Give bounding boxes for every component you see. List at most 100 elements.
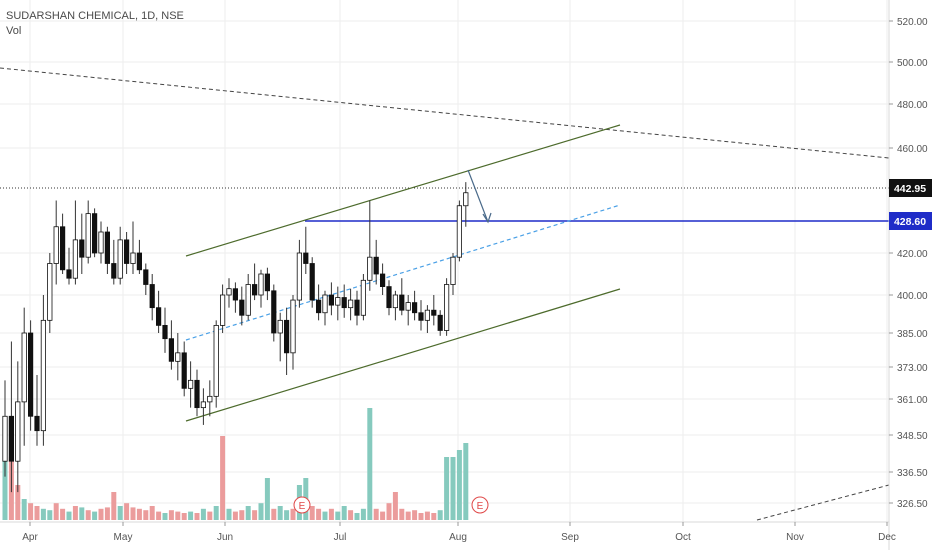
trend-drawings[interactable] [0, 67, 890, 521]
volume-bar [252, 510, 258, 520]
candle-body [79, 239, 85, 258]
candle-body [443, 284, 450, 331]
channel-lower-line [185, 288, 621, 422]
volume-bar [200, 508, 206, 520]
volume-indicator-label: Vol [6, 25, 22, 37]
y-tick-label: 361.00 [897, 395, 928, 406]
volume-bar [245, 506, 251, 520]
volume-bar [226, 508, 232, 520]
y-tick-label: 420.00 [897, 249, 928, 260]
volume-bar [450, 457, 456, 520]
volume-bar [354, 513, 360, 520]
volume-bar [2, 457, 8, 520]
candle-body [322, 294, 328, 314]
volume-bar [373, 508, 379, 520]
candle-body [149, 284, 155, 309]
candle-body [175, 352, 181, 362]
candle-body [232, 288, 238, 301]
volume-bar [431, 513, 437, 520]
candle-body [40, 319, 47, 432]
candle-body [2, 415, 8, 462]
volume-bar [335, 511, 341, 520]
candle-body [411, 302, 418, 314]
candle-body [424, 309, 431, 321]
y-tick-label: 500.00 [897, 58, 928, 69]
candle-body [450, 256, 456, 285]
candlesticks [2, 182, 469, 493]
volume-bar [143, 510, 149, 520]
volume-bar [264, 478, 270, 520]
candle-body [341, 297, 347, 309]
candle-body [168, 338, 174, 362]
x-tick-label: May [114, 532, 133, 543]
volume-bar [136, 508, 142, 520]
x-tick-label: Oct [675, 532, 691, 543]
volume-bar [405, 511, 411, 520]
candle-body [271, 290, 277, 334]
volume-bar [162, 513, 168, 520]
volume-bar [386, 503, 392, 520]
candle-body [367, 256, 373, 281]
volume-bar [213, 506, 219, 520]
candle-body [27, 332, 34, 417]
volume-bar [40, 508, 46, 520]
y-tick-label: 460.00 [897, 144, 928, 155]
candle-body [34, 415, 40, 432]
y-tick-label: 520.00 [897, 17, 928, 28]
volume-bar [85, 510, 91, 520]
dashed-support-trendline [756, 484, 890, 521]
candle-body [379, 273, 386, 288]
volume-bar [92, 511, 98, 520]
volume-bar [258, 503, 264, 520]
x-tick-label: Dec [878, 532, 896, 543]
volume-bar [290, 508, 296, 520]
candle-body [277, 319, 283, 334]
volume-bar [66, 511, 72, 520]
candle-body [347, 299, 354, 309]
volume-bar [284, 510, 290, 520]
volume-bar [399, 508, 405, 520]
candle-body [194, 379, 200, 409]
volume-bar [277, 506, 283, 520]
volume-bar [28, 503, 34, 520]
candle-body [290, 299, 296, 354]
volume-bar [380, 511, 386, 520]
volume-bar [328, 508, 334, 520]
candle-body [155, 307, 162, 326]
y-tick-label: 336.50 [897, 468, 928, 479]
volume-bar [15, 485, 21, 520]
candle-body [386, 286, 392, 309]
volume-bar [220, 436, 226, 520]
channel-midline [185, 204, 621, 341]
candle-body [309, 263, 315, 301]
volume-bar [456, 450, 462, 520]
x-tick-label: Nov [786, 532, 804, 543]
volume-bar [360, 508, 366, 520]
projection-arrow-head [482, 212, 492, 224]
candle-body [8, 415, 14, 462]
candle-body [431, 309, 437, 316]
volume-bar [168, 510, 174, 520]
candle-body [92, 213, 98, 254]
candle-body [456, 205, 463, 258]
candle-body [104, 231, 110, 264]
volume-bar [53, 503, 59, 520]
candle-body [60, 226, 66, 271]
y-tick-label: 373.00 [897, 363, 928, 374]
volume-bar [72, 506, 78, 520]
candle-body [143, 269, 149, 285]
candle-body [124, 239, 130, 264]
candle-body [117, 239, 123, 279]
candle-body [219, 294, 226, 326]
volume-bar [341, 506, 347, 520]
candle-body [360, 279, 367, 316]
candle-body [437, 314, 443, 331]
volume-bar [21, 499, 27, 520]
earnings-marker-label: E [477, 501, 484, 512]
candle-body [15, 401, 21, 462]
candle-body [187, 379, 194, 389]
volume-bar [207, 511, 213, 520]
candle-body [296, 252, 303, 301]
